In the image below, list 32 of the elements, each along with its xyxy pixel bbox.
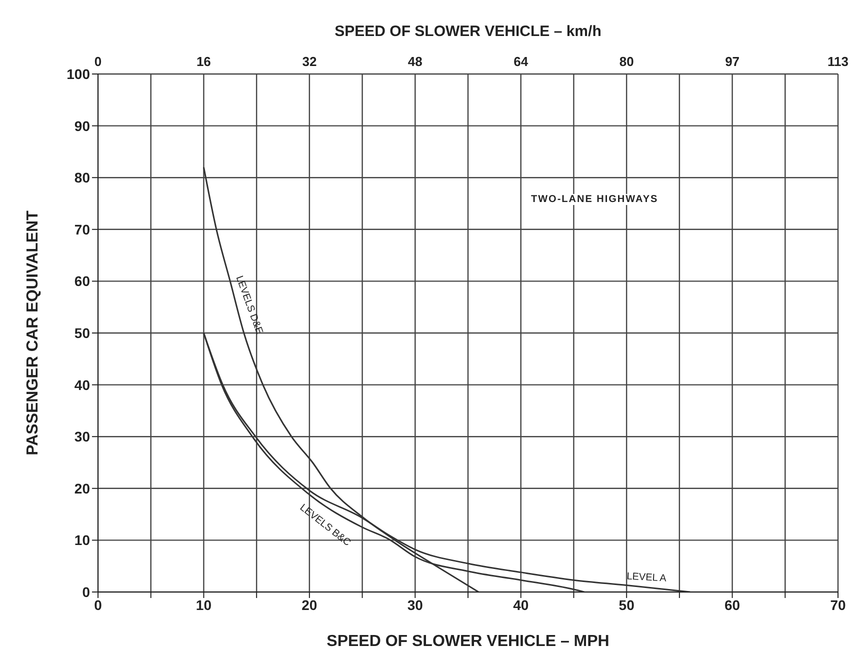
y-tick-label: 30 <box>74 428 90 445</box>
x-tick-label: 0 <box>94 596 102 613</box>
x-tick-label: 10 <box>196 596 212 613</box>
x2-tick-label: 16 <box>196 54 211 69</box>
x2-tick-label: 97 <box>725 54 740 69</box>
y-tick-label: 70 <box>74 221 90 238</box>
y-tick-label: 60 <box>74 273 90 290</box>
x2-tick-label: 80 <box>619 54 634 69</box>
y-axis-title: PASSENGER CAR EQUIVALENT <box>24 210 42 456</box>
x-tick-label: 30 <box>407 596 424 613</box>
x2-tick-label: 113 <box>828 54 848 69</box>
y-tick-label: 0 <box>82 584 90 600</box>
x2-tick-label: 64 <box>514 54 529 69</box>
x2-axis-title: SPEED OF SLOWER VEHICLE – km/h <box>334 23 602 40</box>
y-tick-label: 40 <box>74 376 90 393</box>
y-tick-label: 50 <box>74 324 90 341</box>
x-tick-label: 20 <box>302 596 318 613</box>
x-axis-title: SPEED OF SLOWER VEHICLE – MPH <box>326 633 610 650</box>
x-tick-label: 50 <box>618 596 635 613</box>
x-tick-label: 70 <box>830 596 846 613</box>
y-tick-label: 100 <box>66 66 90 82</box>
annotation: TWO-LANE HIGHWAYS <box>528 194 662 205</box>
y-tick-label: 20 <box>74 480 90 496</box>
x-tick-label: 40 <box>513 596 529 613</box>
x2-tick-label: 0 <box>94 54 102 69</box>
series-label: LEVEL A <box>626 571 667 584</box>
x2-tick-label: 32 <box>302 54 317 69</box>
y-tick-label: 90 <box>74 118 90 134</box>
y-tick-label: 80 <box>74 170 90 186</box>
x-tick-label: 60 <box>724 596 740 613</box>
y-tick-label: 10 <box>74 532 90 548</box>
x2-tick-label: 48 <box>408 54 422 69</box>
